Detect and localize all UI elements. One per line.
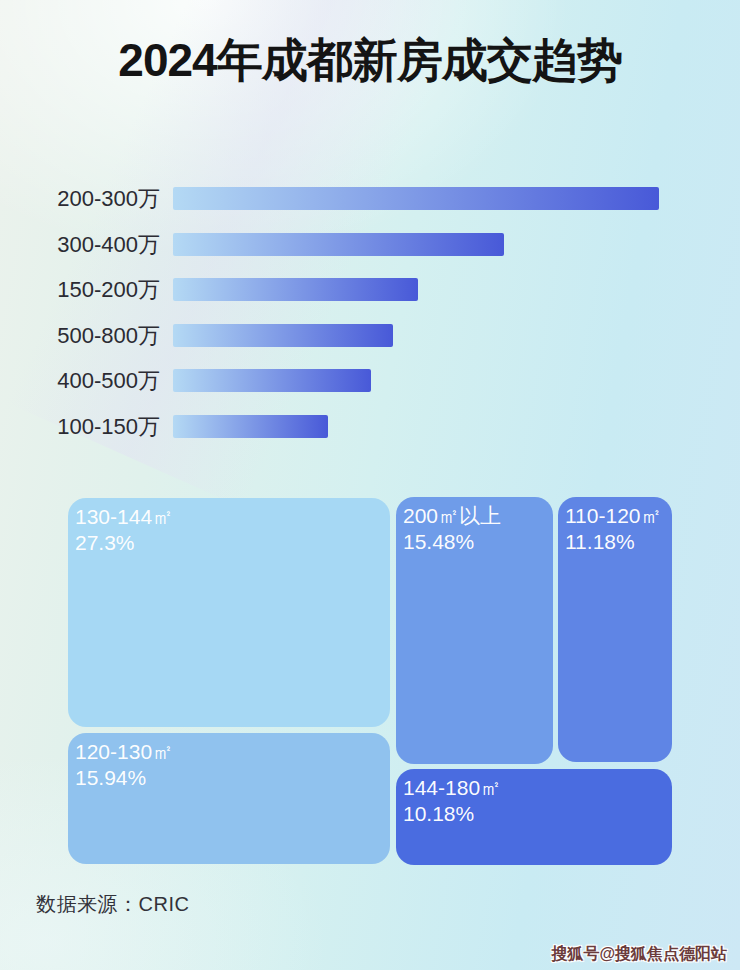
treemap-block-144-180: 144-180㎡ 10.18% <box>396 769 672 865</box>
treemap-label: 130-144㎡ <box>75 504 390 530</box>
bar-500-800 <box>173 324 393 347</box>
bar-label: 150-200万 <box>0 278 160 301</box>
treemap-label: 200㎡以上 <box>403 503 553 529</box>
treemap-label: 120-130㎡ <box>75 739 390 765</box>
treemap-label: 110-120㎡ <box>565 503 672 529</box>
treemap-value: 15.94% <box>75 765 390 791</box>
bar-label: 400-500万 <box>0 369 160 392</box>
bar-label: 100-150万 <box>0 415 160 438</box>
treemap-value: 15.48% <box>403 529 553 555</box>
treemap-block-120-130: 120-130㎡ 15.94% <box>68 733 390 864</box>
bar-400-500 <box>173 369 371 392</box>
infographic-page: 2024年成都新房成交趋势 200-300万 300-400万 150-200万… <box>0 0 740 970</box>
treemap-value: 10.18% <box>403 801 672 827</box>
bar-label: 300-400万 <box>0 233 160 256</box>
bar-100-150 <box>173 415 328 438</box>
treemap-block-200plus: 200㎡以上 15.48% <box>396 497 553 764</box>
bar-300-400 <box>173 233 504 256</box>
bar-200-300 <box>173 187 659 210</box>
bar-150-200 <box>173 278 418 301</box>
treemap-block-130-144: 130-144㎡ 27.3% <box>68 498 390 727</box>
bar-label: 500-800万 <box>0 324 160 347</box>
treemap-value: 11.18% <box>565 529 672 555</box>
watermark: 搜狐号@搜狐焦点德阳站 <box>551 944 727 965</box>
treemap-block-110-120: 110-120㎡ 11.18% <box>558 497 672 762</box>
bar-label: 200-300万 <box>0 187 160 210</box>
treemap-value: 27.3% <box>75 530 390 556</box>
treemap-label: 144-180㎡ <box>403 775 672 801</box>
data-source: 数据来源：CRIC <box>36 891 189 918</box>
